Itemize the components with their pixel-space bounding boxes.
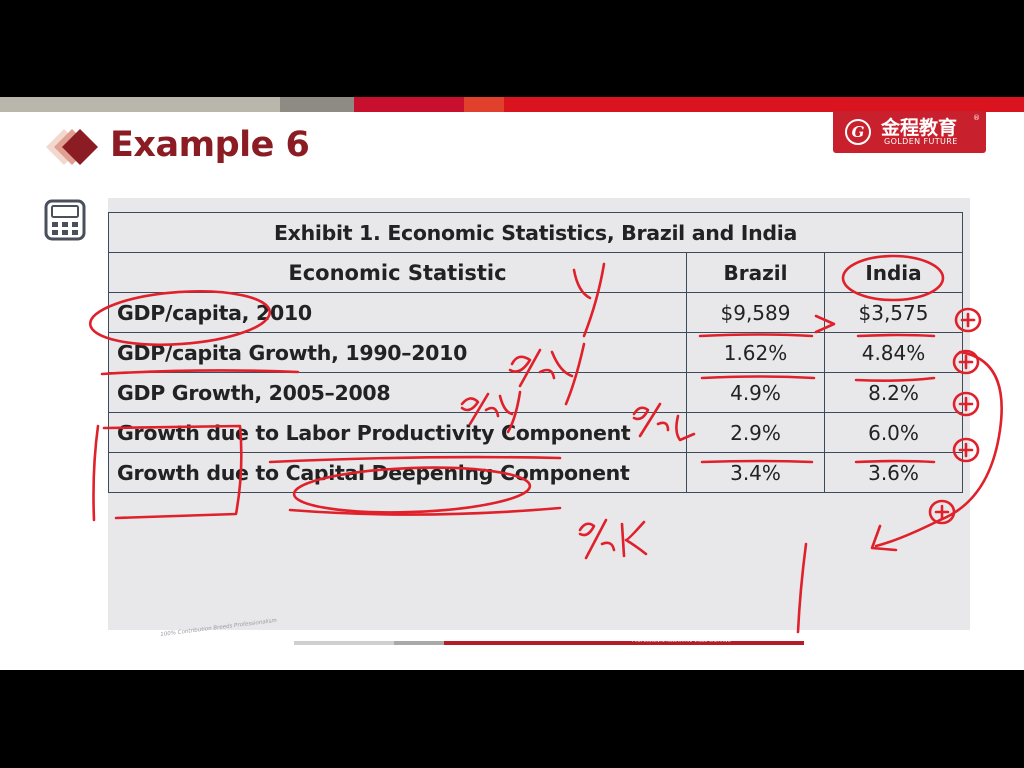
registered-mark: ® — [973, 114, 980, 122]
footer-bar — [294, 641, 804, 645]
page-title: Example 6 — [110, 125, 310, 165]
brazil-cell: 1.62% — [686, 332, 825, 373]
india-cell: 8.2% — [824, 372, 963, 413]
golden-future-logo: G — [845, 119, 871, 145]
brand-name-chinese: 金程教育 — [881, 117, 958, 139]
column-header-india: India — [824, 252, 963, 293]
statistic-cell: Growth due to Labor Productivity Compone… — [108, 412, 687, 453]
statistic-cell: GDP/capita Growth, 1990–2010 — [108, 332, 687, 373]
statistic-cell: Growth due to Capital Deepening Componen… — [108, 452, 687, 493]
brand-name-english: GOLDEN FUTURE — [884, 137, 958, 146]
table-row: GDP/capita, 2010 $9,589 $3,575 — [108, 292, 963, 333]
india-cell: 3.6% — [824, 452, 963, 493]
column-header-statistic: Economic Statistic — [108, 252, 687, 293]
slide: Example 6 G 金程教育 ® GOLDEN FUTURE Exhibit… — [0, 97, 1024, 670]
table-row: GDP Growth, 2005–2008 4.9% 8.2% — [108, 372, 963, 413]
india-cell: 6.0% — [824, 412, 963, 453]
column-header-brazil: Brazil — [686, 252, 825, 293]
india-cell: 4.84% — [824, 332, 963, 373]
slide-header-bar — [0, 97, 1024, 112]
table-caption: Exhibit 1. Economic Statistics, Brazil a… — [108, 212, 963, 253]
calculator-icon — [44, 199, 86, 241]
brazil-cell: 2.9% — [686, 412, 825, 453]
statistic-cell: GDP/capita, 2010 — [108, 292, 687, 333]
table-caption-row: Exhibit 1. Economic Statistics, Brazil a… — [108, 212, 963, 253]
brazil-cell: 3.4% — [686, 452, 825, 493]
diamond-icon — [46, 129, 98, 165]
table-header-row: Economic Statistic Brazil India — [108, 252, 963, 293]
brazil-cell: $9,589 — [686, 292, 825, 333]
brand-logo-block: G 金程教育 ® GOLDEN FUTURE — [833, 111, 986, 153]
statistic-cell: GDP Growth, 2005–2008 — [108, 372, 687, 413]
india-cell: $3,575 — [824, 292, 963, 333]
economic-statistics-table: Exhibit 1. Economic Statistics, Brazil a… — [108, 212, 963, 493]
table-row: Growth due to Capital Deepening Componen… — [108, 452, 963, 493]
brazil-cell: 4.9% — [686, 372, 825, 413]
table-row: Growth due to Labor Productivity Compone… — [108, 412, 963, 453]
footer-tagline: PROFESSIONAL·INNOVATIVE·VALUE CREATING — [632, 638, 731, 643]
table-row: GDP/capita Growth, 1990–2010 1.62% 4.84% — [108, 332, 963, 373]
